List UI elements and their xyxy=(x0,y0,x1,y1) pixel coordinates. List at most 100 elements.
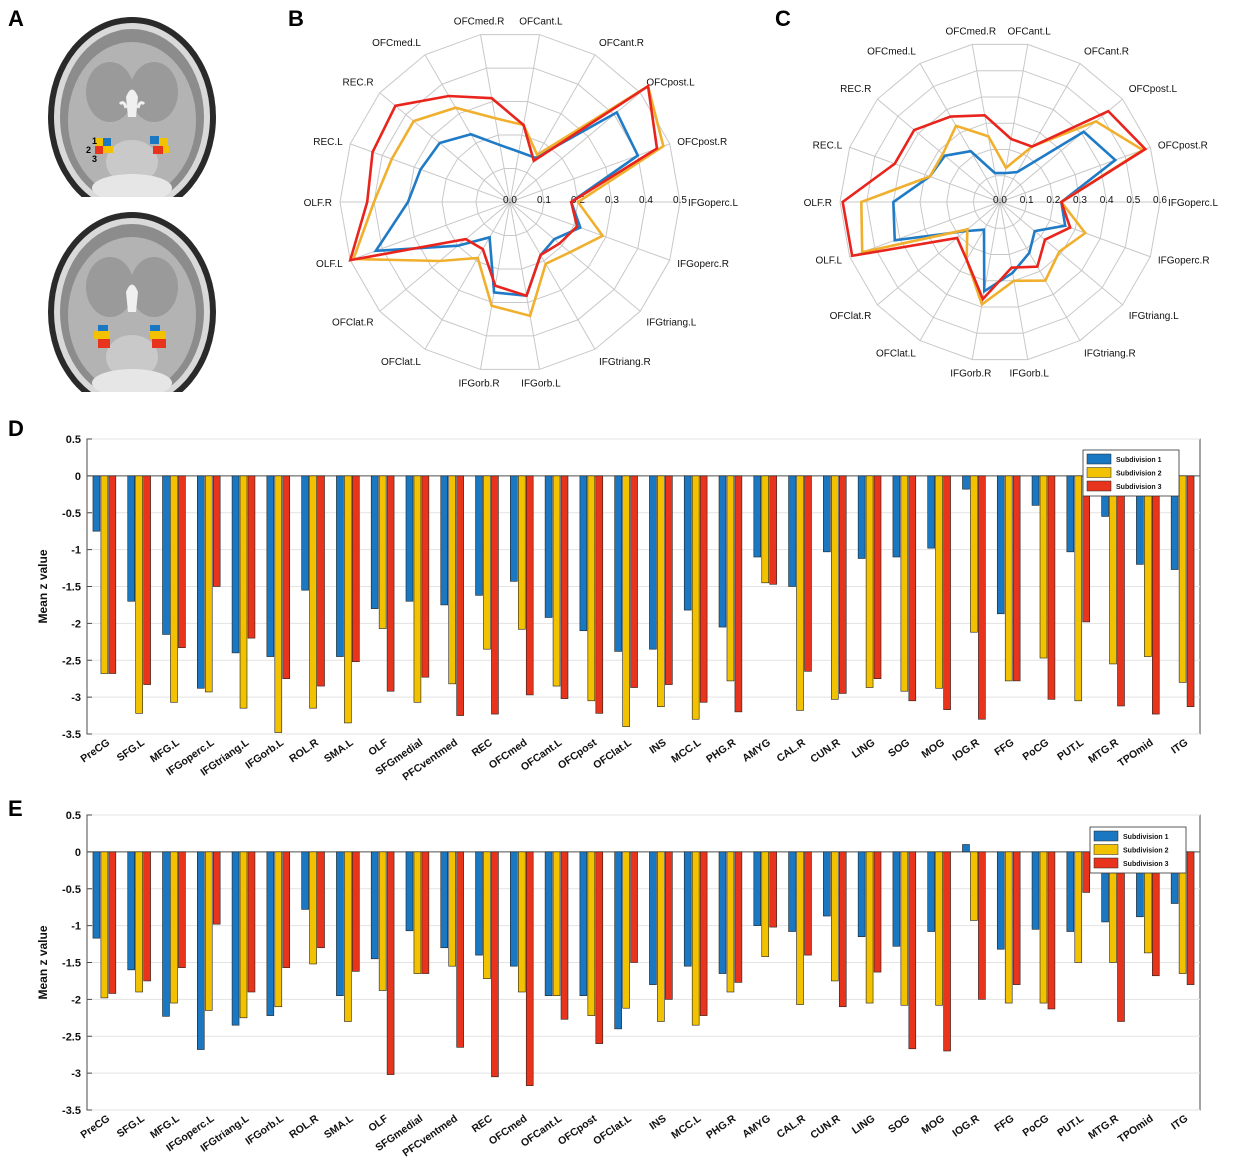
radar-axis-label: OLF.R xyxy=(304,198,332,209)
x-tick-label: OFCpost xyxy=(556,1112,600,1148)
bar-3 xyxy=(178,851,186,968)
bar-2 xyxy=(170,851,178,1004)
bar-1 xyxy=(996,475,1005,615)
bar-2 xyxy=(691,851,700,1026)
radar-axis-label: IFGtriang.R xyxy=(1084,348,1136,359)
bar-2 xyxy=(622,475,630,727)
legend-label-1: Subdivision 1 xyxy=(1123,834,1169,841)
radar-ring-label: 0.5 xyxy=(1126,195,1140,206)
bar-3 xyxy=(1047,851,1056,1010)
bar-1 xyxy=(823,475,831,553)
bar-1 xyxy=(788,475,796,587)
legend-swatch-2 xyxy=(1093,844,1119,855)
bar-1 xyxy=(1031,475,1040,506)
x-tick-label: ROL.R xyxy=(287,1112,321,1141)
bar-3 xyxy=(352,475,360,663)
radar-spoke xyxy=(999,98,1123,203)
radar-spoke xyxy=(509,34,541,203)
bar-3 xyxy=(212,475,221,587)
bar-3 xyxy=(595,475,604,714)
bar-2 xyxy=(726,851,735,993)
bar-1 xyxy=(1031,851,1040,930)
bar-3 xyxy=(386,851,395,1075)
bar-2 xyxy=(239,475,248,709)
bar-1 xyxy=(266,851,275,1016)
bar-1 xyxy=(266,475,275,657)
bar-1 xyxy=(197,851,205,1050)
radar-ring-label: 0.5 xyxy=(673,195,687,206)
radar-axis-label: OFCmed.R xyxy=(454,17,505,28)
bar-1 xyxy=(475,475,483,596)
legend-label-1: Subdivision 1 xyxy=(1116,457,1162,464)
radar-spoke xyxy=(849,146,1001,203)
bar-3 xyxy=(804,475,812,672)
bar-3 xyxy=(1186,475,1195,708)
radar-series-1 xyxy=(892,130,1118,294)
radar-axis-label: REC.R xyxy=(840,84,871,95)
panel-label-b: B xyxy=(288,6,304,31)
bar-2 xyxy=(1039,475,1048,659)
x-tick-label: CAL.R xyxy=(775,1112,809,1140)
x-tick-label: TPOmid xyxy=(1116,1113,1156,1146)
x-tick-label: OLF xyxy=(366,1112,391,1134)
radar-ring-label: 0.0 xyxy=(993,195,1007,206)
bar-1 xyxy=(753,851,762,926)
radar-spoke xyxy=(999,44,1029,203)
y-tick-label: -1 xyxy=(71,921,81,933)
y-tick-label: -1 xyxy=(71,545,81,557)
y-tick-label: -3 xyxy=(71,692,81,704)
bar-2 xyxy=(865,851,874,1004)
y-tick-label: -2 xyxy=(71,994,81,1006)
bar-2 xyxy=(170,475,178,703)
mri-coronal-slice-bottom xyxy=(40,207,225,392)
radar-axis-label: REC.L xyxy=(813,141,843,152)
bar-1 xyxy=(892,475,901,558)
bar-3 xyxy=(769,475,777,585)
bar-1 xyxy=(649,851,657,985)
bar-3 xyxy=(1186,851,1195,985)
bar-3 xyxy=(108,851,117,994)
radar-axis-label: OFCant.R xyxy=(599,38,644,49)
bar-2 xyxy=(552,851,561,996)
radar-axis-label: OFCant.L xyxy=(1007,27,1051,38)
bar-3 xyxy=(630,851,638,963)
x-tick-label: LING xyxy=(850,1113,877,1137)
legend-label-3: Subdivision 3 xyxy=(1123,861,1169,868)
x-tick-label: CUN.R xyxy=(808,1112,842,1141)
bar-2 xyxy=(100,851,109,999)
radar-ring-label: 0.1 xyxy=(537,195,551,206)
radar-ring-label: 0.2 xyxy=(1046,195,1060,206)
bar-1 xyxy=(301,475,309,591)
mri-bottom-svg xyxy=(40,207,225,392)
y-tick-label: -0.5 xyxy=(62,508,81,520)
x-tick-label: SOG xyxy=(886,1113,912,1136)
radar-spoke xyxy=(379,92,511,203)
x-tick-label: REC xyxy=(470,1112,495,1135)
bar-3 xyxy=(734,475,743,713)
radar-spoke xyxy=(919,63,1001,203)
radar-series-3 xyxy=(841,109,1148,302)
bar-3 xyxy=(699,475,708,703)
x-tick-label: PreCG xyxy=(78,1113,112,1142)
radar-axis-label: OFCpost.L xyxy=(1129,84,1178,95)
bar-2 xyxy=(726,475,735,682)
bar-1 xyxy=(927,851,935,932)
bar-2 xyxy=(935,475,943,689)
bar-1 xyxy=(510,851,518,967)
bar-2 xyxy=(100,475,109,674)
bar-1 xyxy=(127,475,135,602)
bar-2 xyxy=(517,851,526,993)
bar-1 xyxy=(823,851,831,917)
radar-axis-label: OFCant.R xyxy=(1084,47,1129,58)
x-tick-label: ITG xyxy=(1169,1113,1190,1133)
y-tick-label: -3.5 xyxy=(62,729,81,741)
bar-3 xyxy=(1117,851,1125,1022)
radar-ring-label: 0.0 xyxy=(503,195,517,206)
bar-2 xyxy=(657,475,665,708)
radar-spoke xyxy=(919,201,1001,341)
radar-spoke xyxy=(877,201,1001,306)
bar-1 xyxy=(162,851,170,1017)
y-tick-label: -3.5 xyxy=(62,1105,81,1117)
